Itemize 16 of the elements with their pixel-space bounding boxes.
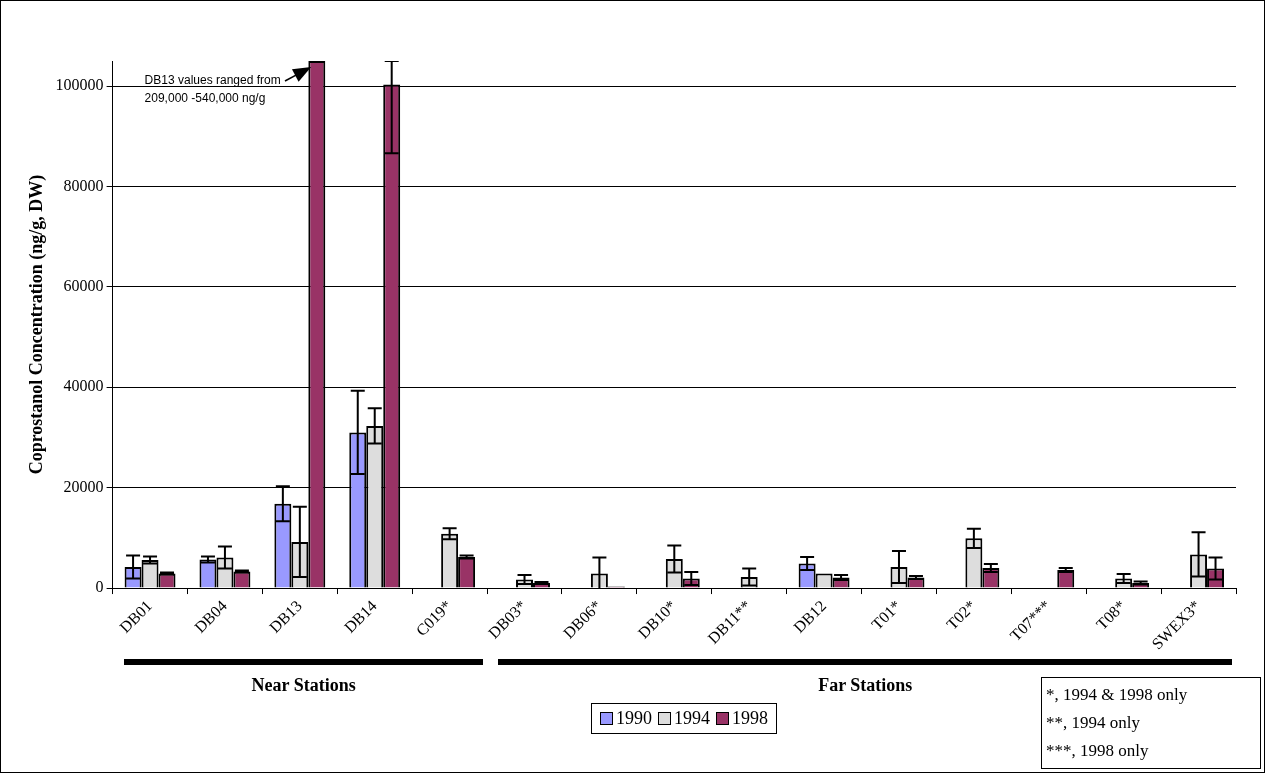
annotation: DB13 values ranged from 209,000 -540,000 ng/g xyxy=(144,73,281,106)
legend-label: 1994 xyxy=(674,708,710,729)
y-tick-label: 40000 xyxy=(63,377,104,395)
y-tick-label: 20000 xyxy=(63,477,104,495)
legend-label: 1990 xyxy=(616,708,652,729)
text: **, 1994 only xyxy=(1046,712,1141,734)
text: ***, 1998 only xyxy=(1046,740,1150,762)
y-axis-title: Coprostanol Concentration (ng/g, DW) xyxy=(26,174,48,475)
y-tick-label: 0 xyxy=(95,578,104,596)
legend-label: 1998 xyxy=(732,708,768,729)
text: *, 1994 & 1998 only xyxy=(1046,684,1189,706)
text: Far Stations xyxy=(818,675,913,695)
text: Near Stations xyxy=(250,675,357,696)
y-tick-label: 80000 xyxy=(63,176,104,194)
y-tick-label: 60000 xyxy=(63,277,104,295)
y-tick-label: 100000 xyxy=(55,76,104,94)
